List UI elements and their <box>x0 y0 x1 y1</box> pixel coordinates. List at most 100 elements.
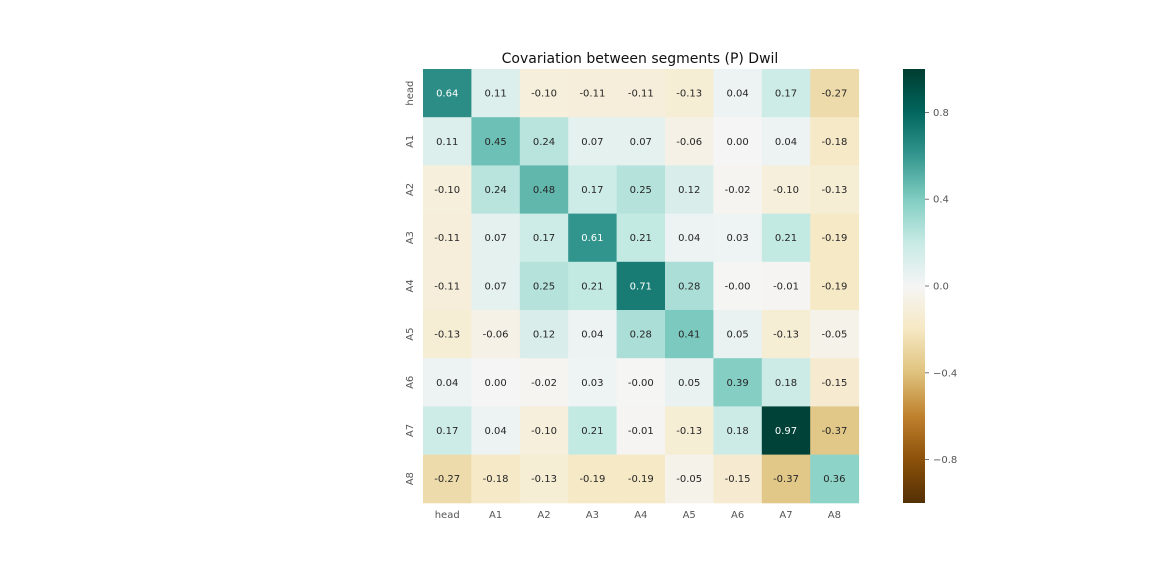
heatmap-cell <box>616 117 666 166</box>
cell-annotation: -0.10 <box>773 185 799 196</box>
heatmap-cell <box>423 69 472 118</box>
heatmap-cell <box>761 165 811 215</box>
x-tick-label: A4 <box>634 510 647 521</box>
y-tick-label: A6 <box>405 376 416 389</box>
heatmap-cell <box>810 69 860 118</box>
heatmap-cell <box>810 117 860 166</box>
cell-annotation: -0.13 <box>773 330 799 341</box>
colorbar-tick-label: −0.4 <box>933 368 957 379</box>
heatmap-cell <box>568 117 618 166</box>
heatmap-cell <box>810 454 860 504</box>
heatmap-cell <box>568 261 618 311</box>
y-tick-label: A3 <box>405 231 416 244</box>
cell-annotation: 0.97 <box>775 426 797 437</box>
heatmap-cell <box>761 310 811 359</box>
cell-annotation: 0.12 <box>533 330 555 341</box>
heatmap-cell <box>471 117 521 166</box>
x-tick-label: A7 <box>779 510 792 521</box>
colorbar-tick-label: 0.8 <box>933 108 949 119</box>
heatmap-cell <box>616 165 666 215</box>
cell-annotation: -0.11 <box>434 281 460 292</box>
heatmap-cell <box>665 213 714 263</box>
heatmap-cell <box>519 69 569 118</box>
heatmap-cell <box>665 165 714 215</box>
cell-annotation: -0.13 <box>821 185 847 196</box>
heatmap-cell <box>713 117 763 166</box>
cell-annotation: 0.18 <box>726 426 748 437</box>
colorbar-ticks: 0.8 0.4 0.0 −0.4 −0.8 <box>925 108 957 466</box>
cell-annotation: -0.19 <box>821 281 847 292</box>
heatmap-cell <box>713 406 763 456</box>
cell-annotation: -0.15 <box>821 378 847 389</box>
cell-annotation: 0.04 <box>678 233 700 244</box>
heatmap-cell <box>423 454 472 504</box>
heatmap-cell <box>471 69 521 118</box>
y-tick-label: A2 <box>405 183 416 196</box>
heatmap-cell <box>423 213 472 263</box>
cell-annotation: 0.07 <box>630 137 652 148</box>
heatmap-cell <box>713 358 763 407</box>
cell-annotation: 0.24 <box>484 185 506 196</box>
cell-annotation: -0.19 <box>628 474 654 485</box>
heatmap-cell <box>519 117 569 166</box>
heatmap-cell <box>810 310 860 359</box>
heatmap-cell <box>519 261 569 311</box>
heatmap-cell <box>568 165 618 215</box>
heatmap-cell <box>665 310 714 359</box>
heatmap-cell <box>568 454 618 504</box>
heatmap-cell <box>810 358 860 407</box>
heatmap-cell <box>665 406 714 456</box>
cell-annotation: 0.07 <box>484 281 506 292</box>
cell-annotation: 0.45 <box>484 137 506 148</box>
cell-annotation: -0.11 <box>628 89 654 100</box>
x-tick-label: head <box>435 510 460 521</box>
heatmap-cell <box>423 406 472 456</box>
cell-annotation: -0.18 <box>483 474 509 485</box>
heatmap-cell <box>665 261 714 311</box>
heatmap-cell <box>616 310 666 359</box>
cell-annotation: 0.71 <box>630 281 652 292</box>
x-axis-ticks: head A1 A2 A3 A4 A5 A6 A7 A8 <box>435 510 841 521</box>
cell-annotation: 0.25 <box>630 185 652 196</box>
y-tick-label: A8 <box>405 472 416 485</box>
heatmap-cell <box>761 261 811 311</box>
cell-annotation: 0.17 <box>533 233 555 244</box>
chart-title: Covariation between segments (P) Dwil <box>502 51 779 67</box>
cell-annotation: -0.27 <box>434 474 460 485</box>
heatmap-cell <box>471 454 521 504</box>
cell-annotation: -0.01 <box>628 426 654 437</box>
heatmap-cell <box>568 69 618 118</box>
cell-annotation: -0.01 <box>773 281 799 292</box>
cell-annotation: 0.05 <box>726 330 748 341</box>
cell-annotation: -0.10 <box>434 185 460 196</box>
heatmap-cell <box>423 117 472 166</box>
cell-annotation: 0.21 <box>630 233 652 244</box>
heatmap-cell <box>471 213 521 263</box>
heatmap-cell <box>471 406 521 456</box>
heatmap-cell <box>761 213 811 263</box>
colorbar <box>903 69 925 503</box>
cell-annotation: -0.11 <box>579 89 605 100</box>
cell-annotation: 0.11 <box>436 137 458 148</box>
cell-annotation: 0.03 <box>581 378 603 389</box>
heatmap-cell <box>665 358 714 407</box>
heatmap-cell <box>761 454 811 504</box>
cell-annotation: 0.28 <box>630 330 652 341</box>
heatmap-cell <box>616 213 666 263</box>
cell-annotation: -0.13 <box>676 426 702 437</box>
cell-annotation: 0.25 <box>533 281 555 292</box>
heatmap-cells: 0.64 0.11 -0.10 -0.11 -0.11 -0.13 0.04 0.17 -0.2… <box>423 69 860 504</box>
heatmap-cell <box>665 454 714 504</box>
cell-annotation: 0.04 <box>436 378 458 389</box>
colorbar-tick-label: 0.0 <box>933 282 949 293</box>
heatmap-cell <box>519 213 569 263</box>
cell-annotation: 0.39 <box>726 378 748 389</box>
cell-annotation: -0.19 <box>821 233 847 244</box>
cell-annotation: 0.03 <box>726 233 748 244</box>
heatmap-cell <box>616 358 666 407</box>
y-tick-label: head <box>405 81 416 106</box>
cell-annotation: 0.21 <box>581 281 603 292</box>
cell-annotation: 0.07 <box>581 137 603 148</box>
cell-annotation: -0.06 <box>676 137 702 148</box>
cell-annotation: 0.04 <box>775 137 797 148</box>
